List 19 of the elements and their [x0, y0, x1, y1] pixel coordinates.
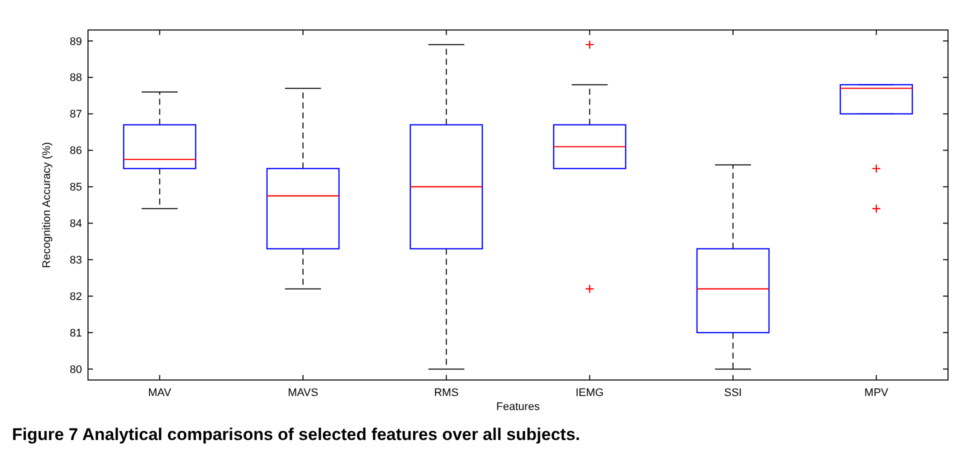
caption: Figure 7 Analytical comparisons of selected features over all subjects. — [12, 425, 580, 444]
x-tick-label: MAV — [148, 387, 172, 399]
x-tick-label: MPV — [864, 387, 889, 399]
y-tick-label: 88 — [70, 72, 82, 84]
y-tick-label: 86 — [70, 145, 82, 158]
x-tick-label: MAVS — [288, 387, 318, 399]
y-tick-label: 80 — [70, 364, 82, 376]
y-tick-label: 81 — [70, 327, 82, 340]
x-tick-label: RMS — [434, 387, 459, 399]
y-tick-label: 82 — [70, 290, 82, 303]
y-tick-label: 83 — [70, 254, 82, 267]
x-axis-title: Features — [496, 401, 540, 413]
y-tick-label: 89 — [70, 36, 82, 48]
x-tick-label: IEMG — [576, 387, 604, 399]
y-tick-label: 87 — [70, 108, 82, 121]
y-axis-title: Recognition Accuracy (%) — [41, 142, 53, 268]
y-tick-label: 84 — [70, 218, 82, 230]
y-tick-label: 85 — [70, 182, 82, 194]
x-tick-label: SSI — [724, 387, 742, 399]
